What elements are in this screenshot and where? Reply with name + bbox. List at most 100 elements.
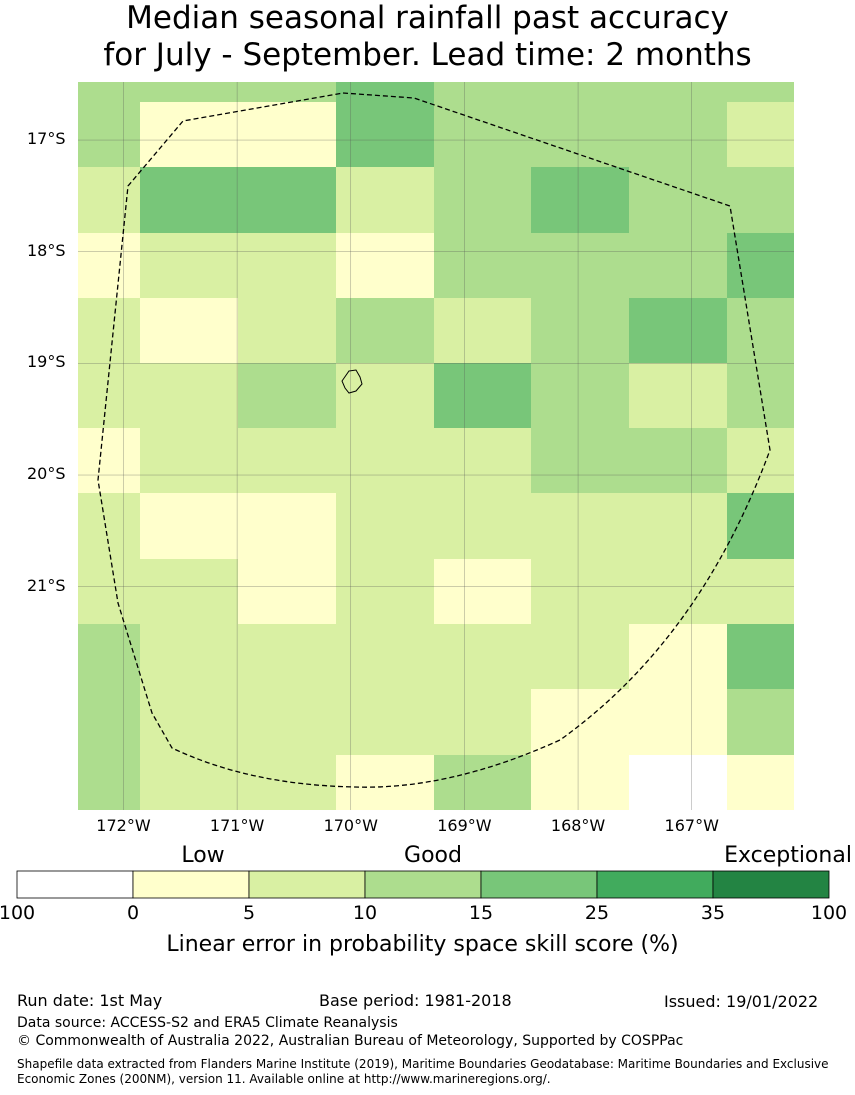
grid-cell [336, 559, 434, 624]
grid-cell [434, 624, 531, 689]
grid-cell [140, 167, 238, 233]
grid-cell [629, 689, 727, 755]
grid-cell [238, 167, 336, 233]
grid-cell [140, 298, 238, 363]
grid-cell [629, 428, 727, 493]
colorbar-tick-label: 10 [352, 902, 378, 924]
title-line-1: Median seasonal rainfall past accuracy [126, 0, 729, 36]
category-exceptional: Exceptional [724, 843, 852, 868]
grid-cell [629, 559, 727, 624]
grid-cell [336, 102, 434, 167]
grid-cell [629, 102, 727, 167]
colorbar-segment [16, 870, 134, 899]
grid-cell [78, 755, 140, 810]
grid-cell [629, 233, 727, 298]
grid-cell [140, 82, 336, 102]
skill-map [78, 82, 794, 810]
grid-cell [531, 689, 629, 755]
colorbar-segment [480, 870, 598, 899]
colorbar-tick-label: 5 [242, 902, 256, 924]
eez-boundary [97, 92, 771, 788]
grid-cell [238, 755, 336, 810]
grid-cell [531, 493, 629, 559]
grid-cell [531, 167, 629, 233]
grid-cell [238, 233, 336, 298]
grid-cell [78, 82, 140, 102]
grid-cell [727, 102, 794, 167]
grid-cell [531, 363, 629, 428]
grid-cell [238, 689, 336, 755]
shapefile-credit: Shapefile data extracted from Flanders M… [17, 1057, 829, 1086]
grid-cell [727, 755, 794, 810]
copyright: © Commonwealth of Australia 2022, Austra… [17, 1033, 684, 1049]
grid-cell [336, 82, 434, 102]
colorbar-segment [248, 870, 366, 899]
grid-cell [531, 624, 629, 689]
grid-cell [434, 167, 531, 233]
grid-cell [336, 624, 434, 689]
colorbar-label: Linear error in probability space skill … [166, 932, 679, 957]
grid-cell [531, 755, 629, 810]
longitude-label: 168°W [550, 816, 606, 835]
title-line-2: for July - September. Lead time: 2 month… [103, 37, 752, 73]
grid-cell [434, 298, 531, 363]
skill-grid [78, 82, 794, 810]
grid-cell [629, 298, 727, 363]
category-low: Low [181, 843, 225, 868]
grid-cell [140, 493, 238, 559]
grid-cell [238, 102, 336, 167]
grid-cell [140, 233, 238, 298]
category-good: Good [404, 843, 462, 868]
grid-cell [140, 428, 238, 493]
colorbar [16, 870, 830, 899]
grid-cell [336, 298, 434, 363]
grid-cell [336, 233, 434, 298]
grid-cell [727, 559, 794, 624]
grid-cell [140, 689, 238, 755]
grid-cell [727, 363, 794, 428]
grid-cell [78, 233, 140, 298]
colorbar-tick-label: 15 [468, 902, 494, 924]
grid-cell [238, 493, 336, 559]
grid-cell [434, 689, 531, 755]
grid-cell [78, 624, 140, 689]
latitude-label: 19°S [27, 352, 66, 372]
data-source: Data source: ACCESS-S2 and ERA5 Climate … [17, 1015, 398, 1031]
grid-cell [727, 493, 794, 559]
grid-cell [78, 689, 140, 755]
niue-island-outline [341, 369, 363, 394]
grid-cell [727, 689, 794, 755]
grid-cell [434, 493, 531, 559]
colorbar-segment [712, 870, 830, 899]
grid-cell [238, 428, 336, 493]
grid-cell [531, 102, 629, 167]
grid-cell [336, 363, 434, 428]
grid-cell [727, 298, 794, 363]
longitude-label: 172°W [96, 816, 151, 835]
latitude-label: 21°S [27, 575, 66, 595]
longitude-label: 170°W [323, 816, 378, 835]
grid-cell [727, 428, 794, 493]
grid-cell [531, 428, 629, 493]
grid-cell [434, 102, 531, 167]
grid-cell [434, 755, 531, 810]
colorbar-segment [596, 870, 714, 899]
grid-cell [140, 755, 238, 810]
grid-cell [140, 102, 238, 167]
colorbar-tick-label: 0 [126, 902, 140, 924]
grid-cell [336, 755, 434, 810]
grid-cell [727, 82, 794, 102]
grid-cell [727, 233, 794, 298]
grid-cell [434, 82, 727, 102]
latitude-label: 17°S [27, 129, 66, 149]
grid-cell [727, 167, 794, 233]
grid-cell [238, 559, 336, 624]
grid-cell [629, 493, 727, 559]
grid-cell [629, 363, 727, 428]
colorbar-tick-label: 35 [700, 902, 726, 924]
grid-cell [629, 624, 727, 689]
grid-cell [140, 363, 238, 428]
longitude-label: 171°W [209, 816, 265, 835]
grid-cell [238, 624, 336, 689]
grid-cell [531, 298, 629, 363]
